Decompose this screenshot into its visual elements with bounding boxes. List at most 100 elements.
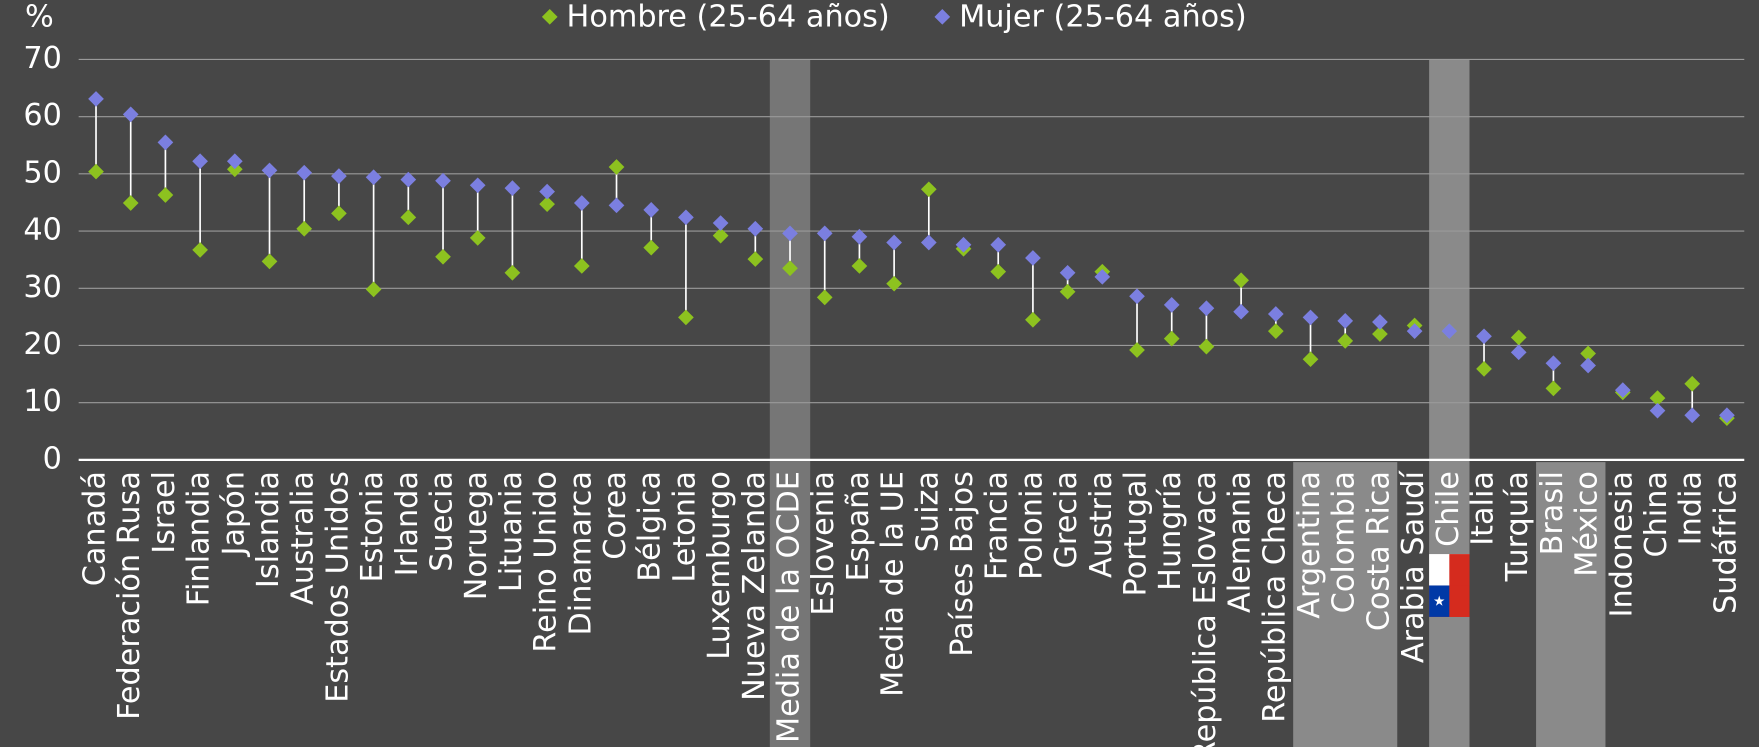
y-axis-label: %	[25, 0, 54, 34]
marker	[816, 289, 833, 306]
marker	[886, 275, 902, 292]
marker	[400, 171, 417, 188]
marker	[1267, 323, 1284, 340]
x-tick-label: Luxemburgo	[702, 471, 737, 660]
x-tick-label: Federación Rusa	[112, 471, 147, 720]
x-tick-label: Estonia	[355, 471, 390, 582]
legend-label: Hombre (25-64 años)	[567, 0, 890, 34]
marker	[1476, 328, 1492, 345]
marker	[1510, 329, 1527, 346]
x-tick-label: Lituania	[494, 471, 529, 592]
marker	[1163, 296, 1180, 313]
marker	[1059, 283, 1076, 300]
marker	[1510, 344, 1527, 361]
marker	[365, 169, 382, 186]
marker	[990, 263, 1007, 280]
marker	[1372, 314, 1388, 330]
marker	[747, 251, 764, 267]
y-tick-label: 20	[23, 327, 62, 362]
x-tick-label: Eslovenia	[806, 471, 841, 615]
x-tick-label: Nueva Zelanda	[737, 471, 772, 701]
marker	[296, 220, 313, 237]
x-tick-label: Austria	[1084, 471, 1119, 578]
x-tick-label: República Eslovaca	[1188, 471, 1223, 747]
marker	[157, 134, 174, 151]
x-tick-label: Colombia	[1327, 471, 1362, 613]
x-tick-label: Canadá	[78, 471, 113, 586]
x-tick-label: Islandia	[251, 471, 286, 588]
marker	[1719, 407, 1735, 424]
x-tick-label: Indonesia	[1604, 471, 1639, 617]
x-tick-label: Grecia	[1049, 471, 1084, 568]
y-tick-label: 40	[23, 213, 62, 248]
x-tick-label: Media de la OCDE	[772, 471, 807, 743]
x-tick-label: Letonia	[667, 471, 702, 582]
x-tick-label: Costa Rica	[1361, 471, 1396, 631]
marker	[1129, 288, 1145, 305]
x-tick-label: Estados Unidos	[320, 471, 355, 703]
marker	[1163, 330, 1180, 347]
x-tick-label: Irlanda	[390, 471, 425, 576]
marker	[1580, 357, 1596, 374]
x-tick-label: Israel	[147, 471, 182, 554]
x-tick-label: Dinamarca	[563, 471, 598, 635]
x-tick-label: Hungría	[1153, 471, 1188, 591]
x-tick-label: Turquía	[1500, 471, 1535, 582]
marker	[1198, 338, 1215, 355]
marker	[226, 161, 243, 178]
x-tick-label: España	[841, 471, 876, 581]
marker	[1406, 323, 1423, 340]
marker	[1441, 323, 1458, 340]
marker	[504, 180, 521, 197]
marker	[1094, 268, 1111, 285]
y-tick-label: 30	[23, 270, 62, 305]
x-tick-label: Media de la UE	[876, 471, 911, 697]
marker	[678, 309, 694, 326]
marker	[192, 153, 208, 170]
marker	[157, 187, 174, 203]
marker	[1684, 375, 1701, 392]
legend-label: Mujer (25-64 años)	[959, 0, 1247, 34]
x-tick-label: Australia	[286, 471, 321, 605]
marker	[1198, 300, 1215, 317]
marker	[782, 225, 798, 242]
marker	[1267, 306, 1284, 322]
marker	[296, 164, 313, 181]
marker	[816, 225, 833, 242]
x-tick-label: Bélgica	[633, 471, 668, 582]
x-tick-label: Japón	[216, 471, 251, 557]
marker	[1684, 407, 1701, 424]
marker	[504, 264, 521, 281]
marker	[469, 230, 486, 246]
x-tick-label: Finlandia	[182, 471, 217, 606]
marker	[1614, 382, 1631, 398]
flag-star	[1433, 595, 1445, 606]
x-tick-label: China	[1639, 471, 1674, 557]
x-tick-label: India	[1674, 471, 1709, 545]
group-band	[1536, 462, 1606, 747]
marker	[1233, 303, 1249, 320]
marker	[643, 202, 660, 218]
y-tick-label: 50	[23, 155, 62, 190]
x-tick-label: México	[1570, 471, 1605, 577]
x-tick-label: Suecia	[425, 471, 460, 572]
marker	[920, 234, 937, 251]
marker	[643, 239, 660, 256]
marker	[990, 236, 1007, 253]
marker	[192, 242, 208, 258]
marker	[747, 220, 764, 237]
x-tick-label: Reino Unido	[529, 471, 564, 652]
marker	[573, 258, 590, 274]
x-tick-label: Suiza	[910, 471, 945, 552]
x-tick-label: Portugal	[1119, 471, 1154, 596]
x-tick-label: Noruega	[459, 471, 494, 600]
marker	[678, 209, 694, 226]
marker	[400, 209, 417, 226]
marker	[1337, 313, 1354, 329]
marker	[469, 177, 486, 194]
y-tick-label: 60	[23, 98, 62, 133]
x-tick-label: Arabia Saudí	[1396, 469, 1431, 663]
marker	[1059, 264, 1076, 281]
